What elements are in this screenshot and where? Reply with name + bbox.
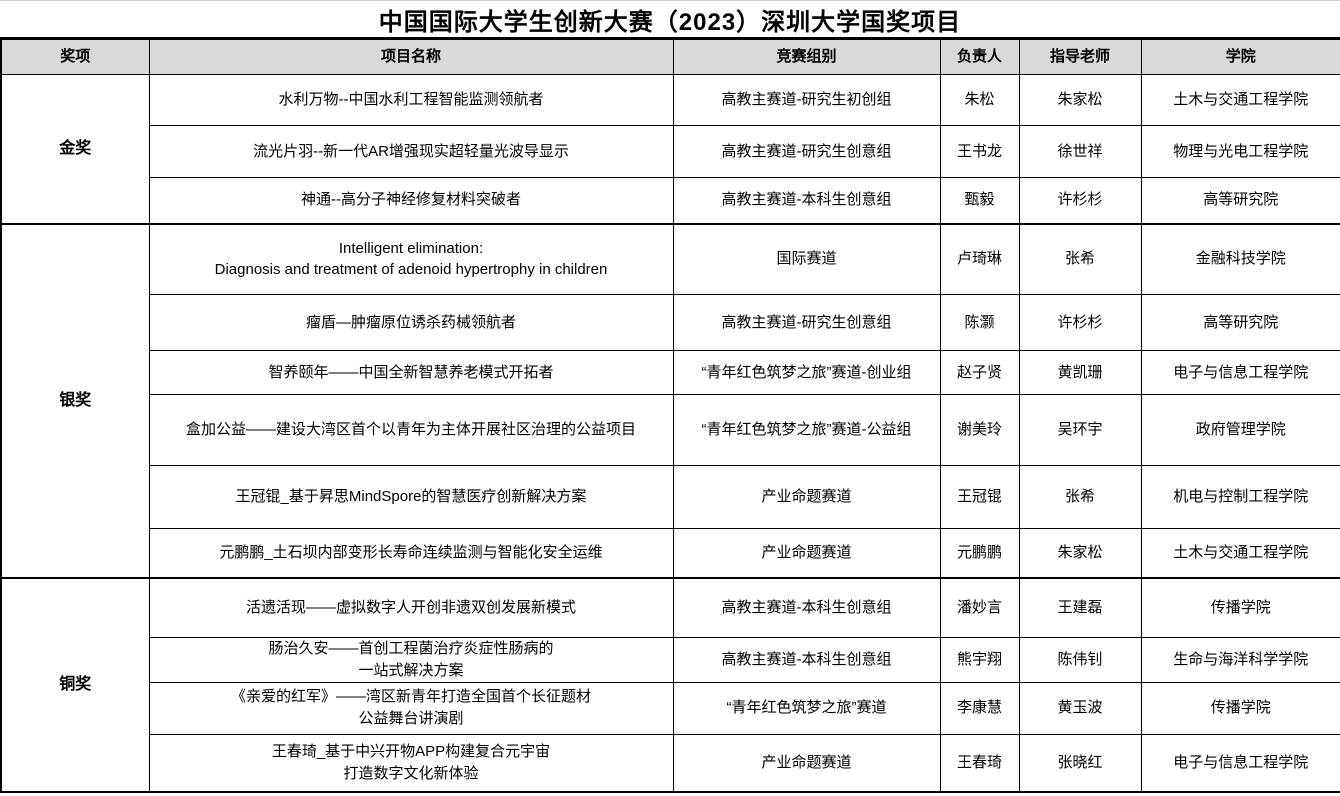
table-row: 王冠锟_基于昇思MindSpore的智慧医疗创新解决方案 产业命题赛道 王冠锟 … [1, 465, 1340, 529]
advisor-cell: 许杉杉 [1018, 177, 1142, 224]
table-row: 金奖 水利万物--中国水利工程智能监测领航者 高教主赛道-研究生初创组 朱松 朱… [0, 74, 1340, 224]
advisor-cell: 陈伟钊 [1018, 637, 1142, 683]
project-cell: 王春琦_基于中兴开物APP构建复合元宇宙 打造数字文化新体验 [148, 733, 674, 793]
track-cell: 高教主赛道-研究生初创组 [672, 74, 941, 126]
track-cell: 产业命题赛道 [672, 733, 941, 793]
college-cell: 政府管理学院 [1140, 394, 1340, 466]
table-row: 王春琦_基于中兴开物APP构建复合元宇宙 打造数字文化新体验 产业命题赛道 王春… [1, 733, 1340, 793]
leader-cell: 卢琦琳 [939, 222, 1020, 295]
header-row: 奖项 项目名称 竞赛组别 负责人 指导老师 学院 [0, 38, 1340, 75]
project-cell: 水利万物--中国水利工程智能监测领航者 [148, 74, 674, 126]
college-cell: 机电与控制工程学院 [1140, 465, 1340, 529]
table-row: 瘤盾—肿瘤原位诱杀药械领航者 高教主赛道-研究生创意组 陈灏 许杉杉 高等研究院 [1, 294, 1340, 351]
project-cell: 肠治久安——首创工程菌治疗炎症性肠病的 一站式解决方案 [148, 637, 674, 683]
table-row: 神通--高分子神经修复材料突破者 高教主赛道-本科生创意组 甄毅 许杉杉 高等研… [1, 177, 1340, 224]
advisor-cell: 朱家松 [1018, 74, 1142, 126]
advisor-cell: 徐世祥 [1018, 125, 1142, 178]
award-cell-silver: 银奖 [0, 222, 150, 578]
project-cell: 元鹏鹏_土石坝内部变形长寿命连续监测与智能化安全运维 [148, 528, 674, 578]
college-cell: 高等研究院 [1140, 294, 1340, 351]
track-cell: 高教主赛道-本科生创意组 [672, 177, 941, 224]
track-cell: 国际赛道 [672, 222, 941, 295]
leader-cell: 谢美玲 [939, 394, 1020, 466]
page-title: 中国国际大学生创新大赛（2023）深圳大学国奖项目 [378, 8, 962, 36]
project-cell: 王冠锟_基于昇思MindSpore的智慧医疗创新解决方案 [148, 465, 674, 529]
advisor-cell: 朱家松 [1018, 528, 1142, 578]
track-cell: 产业命题赛道 [672, 528, 941, 578]
track-cell: 高教主赛道-研究生创意组 [672, 125, 941, 178]
college-cell: 传播学院 [1140, 576, 1340, 638]
advisor-cell: 张希 [1018, 465, 1142, 529]
project-cell: 盒加公益——建设大湾区首个以青年为主体开展社区治理的公益项目 [148, 394, 674, 466]
col-header-leader: 负责人 [939, 38, 1020, 75]
track-cell: “青年红色筑梦之旅”赛道-创业组 [672, 350, 941, 395]
award-cell-bronze: 铜奖 [0, 576, 150, 793]
award-cell-gold: 金奖 [0, 74, 150, 224]
advisor-cell: 黄凯珊 [1018, 350, 1142, 395]
college-cell: 土木与交通工程学院 [1140, 74, 1340, 126]
leader-cell: 甄毅 [939, 177, 1020, 224]
advisor-cell: 张晓红 [1018, 733, 1142, 793]
leader-cell: 王冠锟 [939, 465, 1020, 529]
leader-cell: 陈灏 [939, 294, 1020, 351]
track-cell: 产业命题赛道 [672, 465, 941, 529]
project-cell: 瘤盾—肿瘤原位诱杀药械领航者 [148, 294, 674, 351]
advisor-cell: 吴环宇 [1018, 394, 1142, 466]
table-row: 肠治久安——首创工程菌治疗炎症性肠病的 一站式解决方案 高教主赛道-本科生创意组… [1, 637, 1340, 683]
college-cell: 高等研究院 [1140, 177, 1340, 224]
leader-cell: 王书龙 [939, 125, 1020, 178]
college-cell: 物理与光电工程学院 [1140, 125, 1340, 178]
project-cell: 智养颐年——中国全新智慧养老模式开拓者 [148, 350, 674, 395]
project-cell: Intelligent elimination: Diagnosis and t… [148, 222, 674, 295]
track-cell: 高教主赛道-研究生创意组 [672, 294, 941, 351]
table-row: 智养颐年——中国全新智慧养老模式开拓者 “青年红色筑梦之旅”赛道-创业组 赵子贤… [1, 350, 1340, 395]
table-row: 铜奖 活遗活现——虚拟数字人开创非遗双创发展新模式 高教主赛道-本科生创意组 潘… [0, 576, 1340, 793]
college-cell: 生命与海洋科学学院 [1140, 637, 1340, 683]
leader-cell: 潘妙言 [939, 576, 1020, 638]
table-row: 流光片羽--新一代AR增强现实超轻量光波导显示 高教主赛道-研究生创意组 王书龙… [1, 125, 1340, 178]
college-cell: 电子与信息工程学院 [1140, 733, 1340, 793]
col-header-project: 项目名称 [148, 38, 674, 75]
awards-table: 奖项 项目名称 竞赛组别 负责人 指导老师 学院 金奖 水利万物--中国水利工程… [0, 37, 1340, 793]
leader-cell: 元鹏鹏 [939, 528, 1020, 578]
college-cell: 金融科技学院 [1140, 222, 1340, 295]
table-row: 《亲爱的红军》——湾区新青年打造全国首个长征题材 公益舞台讲演剧 “青年红色筑梦… [1, 681, 1340, 735]
advisor-cell: 张希 [1018, 222, 1142, 295]
project-cell: 神通--高分子神经修复材料突破者 [148, 177, 674, 224]
advisor-cell: 黄玉波 [1018, 681, 1142, 735]
track-cell: “青年红色筑梦之旅”赛道 [672, 681, 941, 735]
track-cell: 高教主赛道-本科生创意组 [672, 637, 941, 683]
leader-cell: 朱松 [939, 74, 1020, 126]
advisor-cell: 许杉杉 [1018, 294, 1142, 351]
advisor-cell: 王建磊 [1018, 576, 1142, 638]
college-cell: 电子与信息工程学院 [1140, 350, 1340, 395]
table-row: 元鹏鹏_土石坝内部变形长寿命连续监测与智能化安全运维 产业命题赛道 元鹏鹏 朱家… [1, 528, 1340, 578]
col-header-award: 奖项 [0, 38, 150, 75]
college-cell: 土木与交通工程学院 [1140, 528, 1340, 578]
track-cell: “青年红色筑梦之旅”赛道-公益组 [672, 394, 941, 466]
project-cell: 《亲爱的红军》——湾区新青年打造全国首个长征题材 公益舞台讲演剧 [148, 681, 674, 735]
table-row: 盒加公益——建设大湾区首个以青年为主体开展社区治理的公益项目 “青年红色筑梦之旅… [1, 394, 1340, 466]
table-header: 奖项 项目名称 竞赛组别 负责人 指导老师 学院 [0, 38, 1340, 75]
col-header-track: 竞赛组别 [672, 38, 941, 75]
leader-cell: 李康慧 [939, 681, 1020, 735]
project-cell: 活遗活现——虚拟数字人开创非遗双创发展新模式 [148, 576, 674, 638]
col-header-advisor: 指导老师 [1018, 38, 1142, 75]
track-cell: 高教主赛道-本科生创意组 [672, 576, 941, 638]
leader-cell: 熊宇翔 [939, 637, 1020, 683]
college-cell: 传播学院 [1140, 681, 1340, 735]
table-row: 银奖 Intelligent elimination: Diagnosis an… [0, 222, 1340, 578]
project-cell: 流光片羽--新一代AR增强现实超轻量光波导显示 [148, 125, 674, 178]
leader-cell: 赵子贤 [939, 350, 1020, 395]
col-header-college: 学院 [1140, 38, 1340, 75]
leader-cell: 王春琦 [939, 733, 1020, 793]
